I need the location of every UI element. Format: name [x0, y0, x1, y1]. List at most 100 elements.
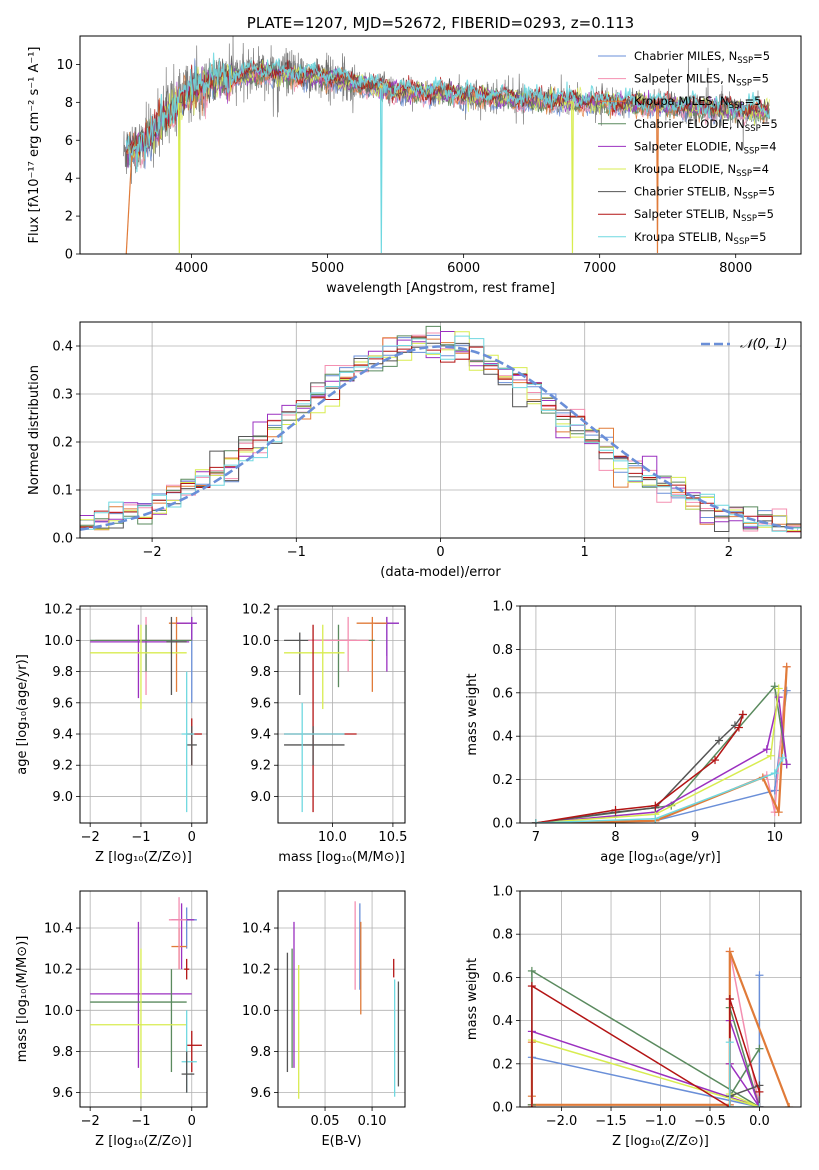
spectrum-legend-label-2: Kroupa MILES, NSSP=5 — [634, 94, 761, 111]
mass-weight-vs-age-series-5 — [535, 688, 780, 823]
legend-value: =4 — [760, 139, 777, 153]
mass-weight-vs-age-marker-7-2 — [651, 801, 660, 810]
age-vs-mass-ytick-label-1: 9.2 — [250, 759, 271, 774]
legend-subscript: SSP — [736, 169, 752, 179]
mass-weight-vs-age-ytick-label-0: 0.0 — [492, 817, 513, 832]
spectrum-ytick-label-5: 10 — [56, 58, 73, 73]
residuals-xlabel: (data-model)/error — [380, 565, 501, 580]
residuals-ytick-label-1: 0.1 — [52, 484, 73, 499]
mass-weight-vs-age-marker-2-4 — [782, 662, 791, 671]
legend-name: Chabrier ELODIE, N — [634, 117, 745, 131]
mass-weight-vs-age-series-0 — [535, 690, 788, 823]
mass-weight-vs-Z-plot — [527, 947, 794, 1107]
age-vs-mass-point-6 — [284, 624, 345, 710]
age-vs-mass-ytick-label-2: 9.4 — [250, 728, 271, 743]
legend-value: =4 — [752, 162, 769, 176]
mass-weight-vs-age-series-6 — [535, 714, 744, 823]
spectrum-legend-label-5: Kroupa ELODIE, NSSP=4 — [634, 162, 769, 179]
legend-subscript: SSP — [734, 237, 750, 247]
mass-weight-vs-age-xtick-label-1: 8 — [611, 830, 619, 845]
legend-subscript: SSP — [742, 192, 758, 202]
age-vs-mass-frame — [277, 605, 406, 824]
legend-value: =5 — [758, 185, 775, 199]
mass-weight-vs-Z-marker-7-3 — [725, 995, 734, 1003]
legend-name: Salpeter ELODIE, N — [634, 139, 744, 153]
mass-weight-vs-Z-series-1 — [531, 951, 761, 1107]
mass-vs-EBV-ytick-label-2: 10.0 — [242, 1004, 271, 1019]
age-vs-mass-point-1 — [374, 616, 399, 672]
residual-legend-label: 𝒩(0, 1) — [740, 337, 787, 352]
mass-weight-vs-age-marker-6-3 — [715, 736, 724, 745]
mass-vs-Z-xtick-label-0: −2 — [81, 1114, 100, 1129]
mass-weight-vs-age-plot — [531, 662, 791, 823]
mass-weight-vs-Z-marker-7-4 — [755, 1087, 764, 1096]
spectrum-xtick-label-2: 6000 — [447, 261, 480, 276]
spectrum-ytick-label-3: 6 — [65, 134, 73, 149]
mass-weight-vs-Z-axes: −2.0 −1.5 −1.0 −0.5 0.0 0.0 0.2 0.4 0.6 0.8 1.0 Z [… — [465, 885, 802, 1149]
mass-vs-Z-axes: −2 −1 0 9.6 9.8 10.0 10.2 10.4 Z [log₁₀(Z/Z⊙)] ma… — [15, 890, 208, 1149]
mass-weight-vs-Z-marker-2-5 — [725, 947, 734, 956]
mass-weight-vs-Z-marker-8-2 — [755, 1103, 764, 1107]
age-vs-mass-ytick-label-6: 10.2 — [242, 603, 271, 618]
residuals-xtick-label-2: 0 — [436, 545, 444, 560]
age-vs-mass-axes: 10.0 10.5 9.0 9.2 9.4 9.6 9.8 10.0 10.2 mass [log… — [242, 603, 407, 865]
mass-vs-EBV-ytick-label-3: 10.2 — [242, 963, 271, 978]
mass-weight-vs-Z-marker-8-1 — [725, 1103, 734, 1107]
mass-weight-vs-age-ytick-label-2: 0.4 — [492, 730, 513, 745]
mass-weight-vs-Z-xtick-label-4: 0.0 — [749, 1114, 770, 1129]
residuals-xtick-label-1: −1 — [287, 545, 306, 560]
residuals-ytick-label-4: 0.4 — [52, 340, 73, 355]
residual-histogram-8 — [80, 335, 801, 532]
legend-value: =5 — [744, 94, 761, 108]
residuals-xtick-label-3: 1 — [581, 545, 589, 560]
mass-weight-vs-age-marker-4-4 — [782, 760, 791, 769]
mass-vs-Z-ytick-label-3: 10.2 — [44, 963, 73, 978]
spectrum-xtick-label-3: 7000 — [583, 261, 616, 276]
legend-value: =5 — [761, 117, 778, 131]
mass-vs-Z-frame — [79, 890, 208, 1108]
mass-vs-EBV-ytick-label-0: 9.6 — [250, 1086, 271, 1101]
age-vs-Z-point-3 — [95, 616, 192, 695]
age-vs-Z-ylabel: age [log₁₀(age/yr)] — [15, 654, 30, 775]
age-vs-mass-point-5 — [308, 616, 369, 672]
mass-weight-vs-Z-series-3 — [531, 969, 761, 1107]
legend-value: =5 — [749, 230, 766, 244]
legend-name: Kroupa STELIB, N — [634, 230, 734, 244]
mass-weight-vs-age-marker-7-1 — [611, 805, 620, 814]
mass-vs-EBV-xtick-label-1: 0.10 — [358, 1114, 387, 1129]
age-vs-Z-axes: −2 −1 0 9.0 9.2 9.4 9.6 9.8 10.0 10.2 Z [log₁₀(Z/Z… — [15, 603, 208, 865]
mass-weight-vs-age-marker-7-4 — [734, 723, 743, 732]
age-vs-Z-ytick-label-3: 9.6 — [52, 696, 73, 711]
mass-weight-vs-age-marker-5-3 — [774, 684, 783, 693]
spectrum-xtick-label-0: 4000 — [175, 261, 208, 276]
mass-weight-vs-age-xtick-label-2: 9 — [691, 830, 699, 845]
spectrum-legend-label-4: Salpeter ELODIE, NSSP=4 — [634, 139, 777, 156]
mass-weight-vs-Z-xtick-label-1: −1.5 — [595, 1114, 627, 1129]
mass-weight-vs-age-ytick-label-4: 0.8 — [492, 643, 513, 658]
age-vs-mass-point-8 — [284, 726, 345, 766]
legend-subscript: SSP — [745, 124, 761, 134]
spectrum-axes: 4000 5000 6000 7000 8000 0 2 4 6 8 10 PLATE=1207, M… — [27, 14, 802, 296]
spectrum-xlabel: wavelength [Angstrom, rest frame] — [326, 281, 555, 296]
spectrum-ytick-label-0: 0 — [65, 248, 73, 263]
age-vs-mass-plot — [284, 616, 399, 813]
spectrum-edge-spike — [125, 155, 133, 254]
spectrum-legend-label-3: Chabrier ELODIE, NSSP=5 — [634, 117, 778, 134]
mass-weight-vs-Z-ytick-label-1: 0.2 — [492, 1057, 513, 1072]
spectrum-ytick-label-1: 2 — [65, 210, 73, 225]
spectrum-spike-1 — [379, 88, 383, 254]
residuals-ylabel: Normed distribution — [27, 365, 42, 495]
legend-subscript: SSP — [729, 101, 745, 111]
mass-weight-vs-Z-ytick-label-4: 0.8 — [492, 928, 513, 943]
mass-vs-Z-point-3 — [168, 897, 187, 970]
age-vs-Z-plot — [90, 616, 202, 813]
age-vs-mass-ytick-label-5: 10.0 — [242, 634, 271, 649]
age-vs-Z-point-2 — [176, 616, 197, 641]
mass-weight-vs-age-marker-7-5 — [738, 710, 747, 719]
age-vs-Z-ytick-label-2: 9.4 — [52, 728, 73, 743]
mass-weight-vs-Z-xlabel: Z [log₁₀(Z/Z⊙)] — [612, 1134, 709, 1149]
mass-weight-vs-age-series-7 — [535, 714, 744, 823]
age-vs-mass-xtick-label-0: 10.0 — [318, 830, 347, 845]
mass-weight-vs-age-frame — [519, 605, 802, 824]
age-vs-Z-ytick-label-0: 9.0 — [52, 790, 73, 805]
